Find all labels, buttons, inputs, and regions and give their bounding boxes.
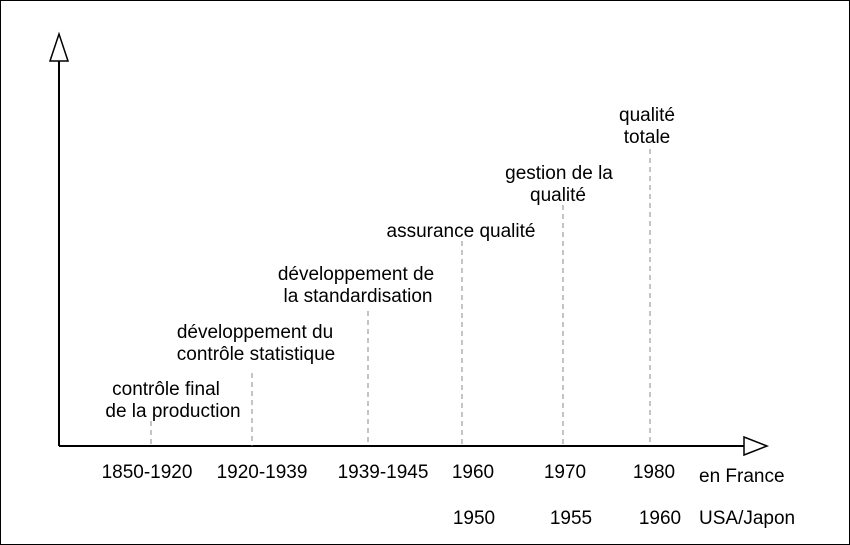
stage-label-line: contrôle statistique [177, 344, 335, 365]
stage-label-line: contrôle final [112, 379, 220, 400]
y-axis-arrow-icon [48, 31, 70, 62]
stage-label-line: développement du [177, 322, 333, 343]
period-france: 1939-1945 [338, 462, 429, 483]
period-usa-japan: 1950 [453, 508, 495, 529]
stage-label-line: totale [624, 127, 670, 148]
period-france: 1970 [544, 462, 586, 483]
stage-label-line: qualité [619, 105, 675, 126]
stage-label-line: qualité [530, 185, 586, 206]
row-label-france: en France [699, 466, 785, 487]
stage-label-line: développement de [278, 264, 434, 285]
stage-label-line: assurance qualité [387, 221, 536, 242]
row-label-usa-japan: USA/Japon [699, 508, 795, 529]
period-france: 1850-1920 [102, 462, 193, 483]
period-france: 1960 [452, 462, 494, 483]
period-france: 1980 [633, 462, 675, 483]
stage-label-line: la standardisation [284, 286, 433, 307]
stage-label-line: gestion de la [505, 163, 613, 184]
stage-label-line: de la production [105, 401, 240, 422]
period-france: 1920-1939 [217, 462, 308, 483]
period-usa-japan: 1960 [639, 508, 681, 529]
x-axis-arrow-icon [743, 435, 770, 457]
period-usa-japan: 1955 [550, 508, 592, 529]
